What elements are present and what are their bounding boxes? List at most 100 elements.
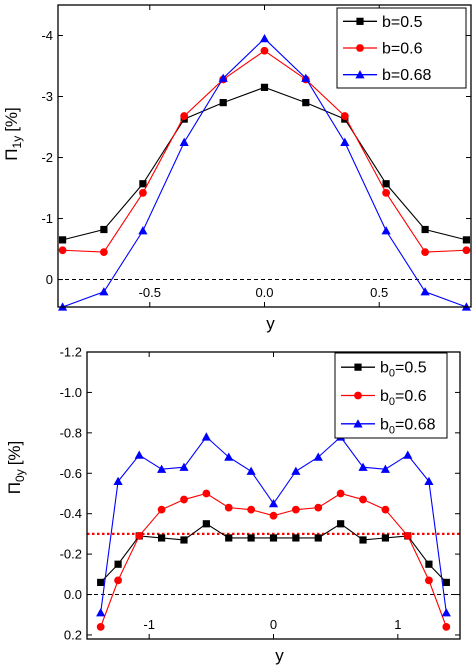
data-point [381, 226, 391, 235]
legend-label-main: b [380, 360, 389, 377]
legend-item-1: b=0.5 [343, 14, 423, 31]
data-point [58, 246, 67, 255]
data-point [139, 180, 147, 188]
data-point [97, 578, 105, 587]
data-point [179, 462, 189, 471]
y-tick-label: -0.6 [60, 466, 82, 481]
data-point [58, 236, 67, 244]
data-point [180, 536, 188, 544]
data-point [269, 511, 278, 520]
data-point [202, 489, 211, 498]
series-line [62, 86, 467, 241]
data-point [442, 622, 451, 631]
y-tick-label: 0.0 [64, 587, 82, 602]
data-point [441, 608, 451, 617]
y-axis-subscript: 1y [10, 136, 24, 149]
data-point [359, 495, 367, 504]
data-point [135, 532, 144, 540]
data-point [337, 520, 345, 528]
data-point [260, 46, 269, 55]
chart-1: -0.5 0.0 0.50-1-2-3-4yΠ1y[%]b=0.5b=0.6b=0.… [2, 4, 472, 333]
data-point [180, 495, 188, 504]
data-point [381, 534, 389, 542]
data-point [269, 534, 278, 542]
legend-label: b=0.6 [382, 41, 423, 58]
legend-marker [354, 391, 362, 400]
data-point [359, 536, 367, 544]
data-point [225, 534, 233, 542]
legend-label: b=0.5 [382, 14, 423, 31]
legend-marker [354, 363, 362, 371]
legend-marker [353, 419, 363, 428]
x-tick-label: 0 [270, 617, 277, 632]
data-point [403, 450, 413, 459]
data-point [260, 83, 269, 91]
data-point [340, 112, 349, 120]
data-point [424, 476, 434, 486]
data-point [100, 225, 108, 234]
series-line [100, 523, 447, 583]
legend-label-main: b [380, 388, 389, 405]
x-tick-label: -0.5 [139, 285, 161, 300]
data-point [358, 462, 368, 471]
data-point [313, 452, 323, 461]
data-point [336, 489, 345, 498]
data-point [99, 248, 108, 256]
data-point [113, 476, 123, 486]
data-point [314, 503, 323, 512]
legend-label-subscript: 0 [389, 396, 395, 408]
data-point [246, 466, 256, 475]
data-point [302, 99, 310, 107]
legend-label: b0=0.68 [380, 416, 436, 436]
data-point [380, 464, 390, 473]
data-point [180, 112, 189, 120]
data-point [382, 189, 391, 197]
data-point [134, 450, 144, 459]
series-line [100, 436, 447, 613]
y-tick-label: -1 [41, 211, 53, 226]
y-tick-label: -1.0 [60, 385, 82, 400]
data-point [421, 248, 430, 256]
data-point [99, 287, 109, 296]
x-tick-label: 0.0 [255, 285, 273, 300]
legend-item-2: b0=0.6 [341, 388, 427, 408]
legend-label-subscript: 0 [389, 424, 395, 436]
y-tick-label: 0.2 [64, 627, 82, 642]
data-point [114, 576, 122, 585]
y-axis-subscript: 0y [13, 469, 27, 482]
legend-label-subscript: 0 [389, 368, 395, 380]
data-point [218, 73, 228, 82]
y-tick-label: -2 [41, 150, 53, 165]
y-axis-symbol: Π [5, 482, 24, 494]
data-point [259, 33, 270, 43]
data-point [138, 226, 148, 235]
legend-marker [356, 44, 364, 52]
data-point [268, 498, 279, 508]
data-point [224, 503, 233, 512]
data-point [292, 534, 300, 542]
data-point [462, 236, 471, 244]
legend-label: b0=0.5 [380, 360, 427, 380]
y-axis-title: Π1y [%] [2, 107, 24, 161]
legend-item-3: b=0.68 [343, 67, 431, 84]
x-axis-title: y [266, 314, 275, 333]
data-point [442, 578, 450, 587]
x-tick-label: 1 [394, 617, 401, 632]
y-tick-label: 0 [46, 272, 53, 287]
legend: b=0.5 b=0.6 b=0.68 [336, 7, 467, 89]
data-point [202, 520, 210, 528]
series-1 [58, 83, 471, 244]
data-point [247, 505, 256, 514]
data-point [381, 505, 390, 514]
data-point [425, 576, 433, 585]
series-2 [96, 489, 451, 631]
y-axis-unit: [%] [5, 441, 24, 466]
y-axis-unit: [%] [2, 107, 21, 132]
x-tick-label: 0.5 [370, 285, 388, 300]
legend-label-value: =0.6 [395, 388, 427, 405]
data-point [462, 246, 471, 255]
legend-marker [356, 17, 364, 25]
y-tick-label: -0.2 [60, 547, 82, 562]
y-tick-label: -4 [41, 28, 53, 43]
